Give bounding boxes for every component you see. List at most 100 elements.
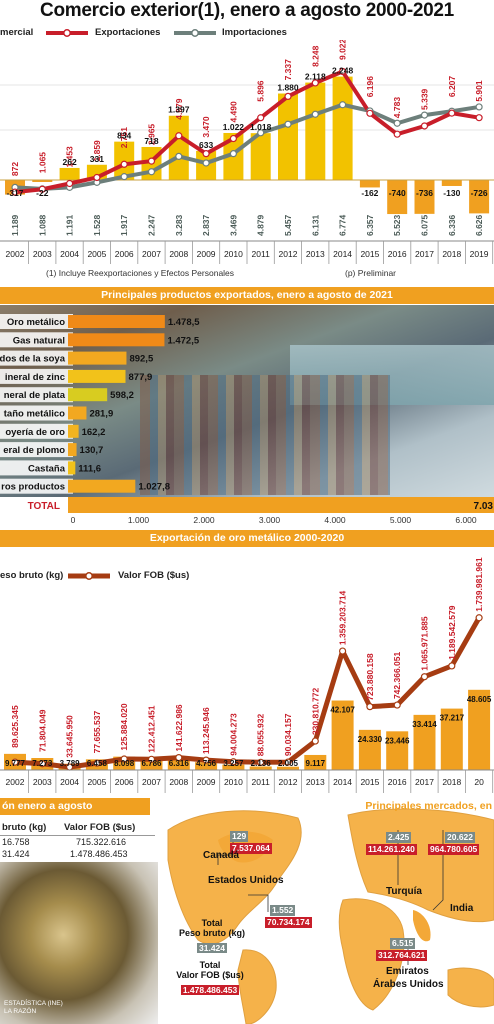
gold-weight-bar-2007 xyxy=(140,758,163,770)
uae-fob: 312.764.621 xyxy=(376,950,428,961)
south-america-shape xyxy=(237,949,277,1024)
product-label-1: Gas natural xyxy=(13,335,65,346)
balance-bar-2014 xyxy=(332,76,353,180)
gold-summary-table: bruto (kg) Valor FOB ($us) 16.758 715.32… xyxy=(0,818,155,859)
chart1-xtick-2016: 2016 xyxy=(388,249,407,259)
chart3-xtick-2008: 2008 xyxy=(169,777,188,787)
imports-label-2011: 4.879 xyxy=(256,214,266,236)
total-bar-bg xyxy=(0,497,494,513)
product-label-7: eral de plomo xyxy=(3,445,65,456)
exports-point-2005 xyxy=(93,173,101,182)
usa-leader xyxy=(248,894,269,912)
balance-label-2017: -736 xyxy=(416,188,433,198)
gold-fob-point-20 xyxy=(475,614,483,622)
gold-fob-label-2002: 89.625.345 xyxy=(10,705,20,748)
exports-label-2009: 3.470 xyxy=(201,116,211,138)
gold-weight-bar-2017 xyxy=(413,714,436,770)
gold-weight-bar-2013 xyxy=(304,754,327,770)
gold-fob-point-2010 xyxy=(229,758,237,766)
product-label-bg-3 xyxy=(0,368,73,384)
chart1-xtick-2014: 2014 xyxy=(333,249,352,259)
table-divider xyxy=(0,835,155,836)
chart3-xtick-2015: 2015 xyxy=(360,777,379,787)
product-label-bg-7 xyxy=(0,442,73,458)
product-bar-6 xyxy=(68,424,79,438)
imports-label-2015: 6.357 xyxy=(365,214,375,236)
markets-title: Principales mercados, en xyxy=(365,800,492,812)
exports-label-2008: 4.679 xyxy=(174,98,184,120)
product-value-6: 162,2 xyxy=(82,427,106,438)
imports-point-2012 xyxy=(284,120,292,128)
gold-chart: 9.777 7.273 3.789 6.458 8.098 6.786 6.316 4.756… xyxy=(0,557,494,793)
table-row1-fob: 715.322.616 xyxy=(76,837,127,847)
exports-point-2014 xyxy=(339,67,347,76)
source-credit: ESTADÍSTICA (INE) LA RAZÓN xyxy=(4,1000,63,1015)
exports-label-2004: 1.453 xyxy=(65,146,75,168)
table-row2-fob: 1.478.486.453 xyxy=(70,849,128,859)
markets-map: Principales mercados, en 129 7.537.064 C… xyxy=(158,800,494,1024)
balance-label-2019: -726 xyxy=(471,188,488,198)
chart2-xtick-4.000: 4.000 xyxy=(324,515,346,525)
balance-bar-2011 xyxy=(250,133,271,180)
chart1-xtick-2011: 2011 xyxy=(252,249,271,259)
balance-label-2014: 2.248 xyxy=(332,66,354,76)
product-label-bg-9 xyxy=(0,478,73,494)
table-row1-weight: 16.758 xyxy=(2,837,30,847)
usa-fob: 70.734.174 xyxy=(265,917,312,928)
chart3-xtick-2009: 2009 xyxy=(197,777,216,787)
usa-kg: 1.552 xyxy=(270,905,296,916)
gold-fob-label-2018: 1.189.542.579 xyxy=(447,605,457,660)
product-bar-2 xyxy=(68,351,127,365)
footnote-preliminary: (p) Preliminar xyxy=(345,268,397,278)
chart1-xtick-2017: 2017 xyxy=(415,249,434,259)
uae-label-1: Emiratos xyxy=(386,966,429,977)
total-label: TOTAL xyxy=(28,501,60,512)
exports-point-2003 xyxy=(38,185,46,193)
gold-weight-label-2011: 2.136 xyxy=(251,759,272,768)
chart1-xtick-2002: 2002 xyxy=(6,249,25,259)
legend-fob-label: Valor FOB ($us) xyxy=(118,570,190,581)
table-row2-weight: 31.424 xyxy=(2,849,30,859)
product-value-3: 877,9 xyxy=(129,372,153,383)
balance-bar-2013 xyxy=(305,82,326,180)
product-label-3: ineral de zinc xyxy=(5,372,65,383)
balance-label-2018: -130 xyxy=(443,188,460,198)
chart1-xtick-2012: 2012 xyxy=(279,249,298,259)
gold-weight-label-2004: 3.789 xyxy=(60,759,81,768)
imports-point-2017 xyxy=(420,111,429,119)
balance-label-2005: 331 xyxy=(90,154,104,164)
balance-bar-2019 xyxy=(469,180,490,214)
table-col-weight: bruto (kg) xyxy=(2,822,47,833)
product-value-9: 1.027,8 xyxy=(138,482,170,493)
gold-fob-label-2013: 330.810.772 xyxy=(310,688,320,736)
gold-weight-label-2015: 24.330 xyxy=(358,735,383,744)
photo-containers xyxy=(140,375,390,495)
turkey-label: Turquía xyxy=(386,886,422,897)
imports-label-2019: 6.626 xyxy=(474,214,484,236)
product-label-2: dos de la soya xyxy=(0,354,66,365)
products-section-title: Principales productos exportados, enero … xyxy=(0,287,494,304)
imports-label-2003: 1.088 xyxy=(37,214,47,236)
exports-point-2011 xyxy=(257,114,265,122)
canada-label: Canadá xyxy=(203,850,240,861)
gold-fob-label-2005: 77.655.537 xyxy=(92,711,102,754)
gold-weight-label-2005: 6.458 xyxy=(87,759,108,768)
legend-imports-label: Importaciones xyxy=(222,27,287,38)
gold-weight-bar-2012 xyxy=(277,766,299,770)
gold-weight-bar-2009 xyxy=(195,762,218,770)
exports-point-2006 xyxy=(120,160,128,168)
chart1-xtick-2003: 2003 xyxy=(33,249,52,259)
gold-fob-label-2004: 33.645.950 xyxy=(65,715,75,758)
chart2-xtick-0: 0 xyxy=(71,515,76,525)
imports-label-2005: 1.528 xyxy=(92,214,102,236)
gold-fob-point-2006 xyxy=(120,755,128,763)
gold-fob-point-2016 xyxy=(393,701,401,709)
gold-weight-label-20: 48.605 xyxy=(467,695,492,704)
chart2-xtick-2.000: 2.000 xyxy=(193,515,215,525)
gold-fob-label-2009: 113.245.946 xyxy=(201,707,211,754)
gold-fob-label-2014: 1.359.203.714 xyxy=(338,590,348,645)
exports-label-2015: 6.196 xyxy=(365,76,375,98)
gold-fob-line xyxy=(14,616,482,770)
chart3-xtick-2006: 2006 xyxy=(115,777,134,787)
chart2-xtick-1.000: 1.000 xyxy=(128,515,150,525)
